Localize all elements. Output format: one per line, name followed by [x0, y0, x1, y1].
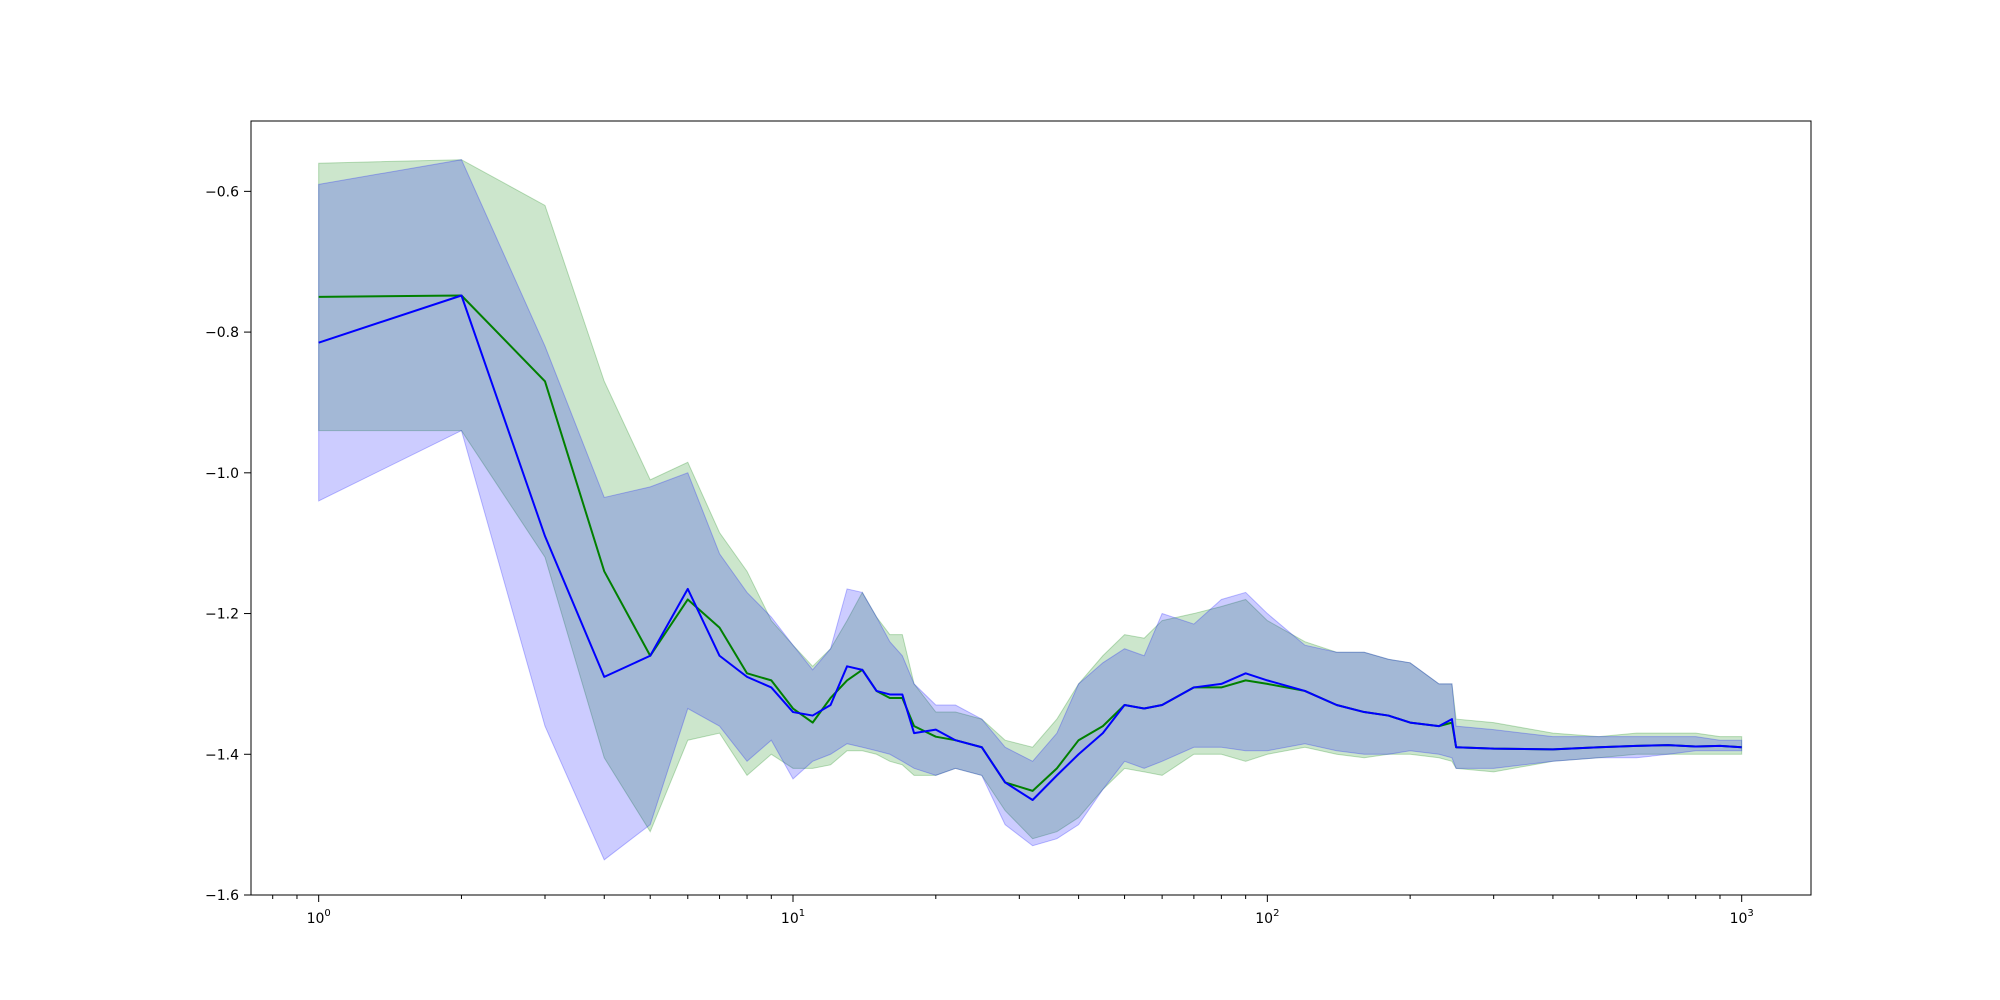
x-tick-label: 102 [1255, 908, 1279, 927]
x-tick-base: 10 [307, 911, 325, 927]
series-1-band [318, 159, 1743, 840]
y-tick-label: −1.0 [205, 466, 239, 482]
axes-frame [250, 120, 1812, 896]
x-axis-ticks: 100 101 102 103 [272, 895, 1754, 927]
series-2-line [318, 294, 1742, 802]
x-tick-label: 103 [1730, 908, 1754, 927]
series-lines [318, 294, 1742, 802]
x-tick-base: 10 [1730, 911, 1748, 927]
x-tick-exponent: 3 [1747, 908, 1753, 919]
y-tick-label: −1.4 [205, 747, 239, 763]
y-axis-ticks: −0.6 −0.8 −1.0 −1.2 −1.4 −1.6 [205, 184, 251, 904]
x-tick-base: 10 [1255, 911, 1273, 927]
x-tick-label: 101 [781, 908, 805, 927]
series-2-band [318, 159, 1743, 861]
x-tick-exponent: 2 [1273, 908, 1279, 919]
y-tick-label: −0.6 [205, 184, 239, 200]
x-tick-exponent: 1 [799, 908, 805, 919]
confidence-bands [318, 159, 1743, 861]
y-tick-label: −0.8 [205, 325, 239, 341]
y-tick-label: −1.6 [205, 888, 239, 904]
x-tick-label: 100 [307, 908, 331, 927]
y-tick-label: −1.2 [205, 607, 239, 623]
x-tick-base: 10 [781, 911, 799, 927]
x-tick-exponent: 0 [324, 908, 330, 919]
